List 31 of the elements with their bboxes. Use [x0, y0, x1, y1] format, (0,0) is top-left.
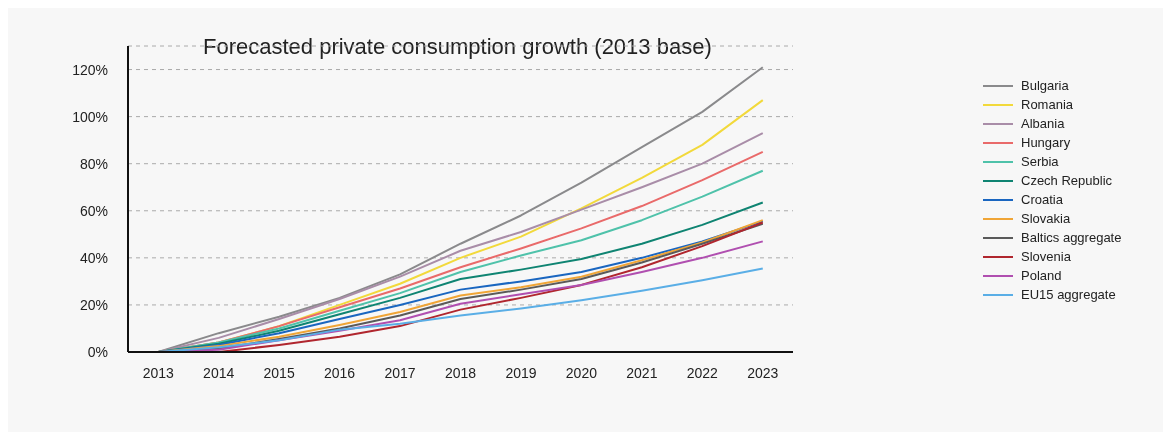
y-tick-label: 100%: [72, 108, 108, 125]
legend-label: EU15 aggregate: [1021, 287, 1116, 302]
legend-label: Czech Republic: [1021, 173, 1113, 188]
y-tick-label: 0%: [87, 343, 108, 360]
legend-label: Slovakia: [1021, 211, 1071, 226]
x-tick-label: 2016: [324, 364, 356, 381]
x-tick-label: 2019: [505, 364, 537, 381]
x-tick-label: 2018: [444, 364, 477, 381]
x-tick-label: 2013: [142, 364, 175, 381]
legend-label: Slovenia: [1021, 249, 1071, 264]
legend-label: Albania: [1021, 116, 1065, 131]
x-tick-label: 2020: [565, 364, 598, 381]
y-tick-label: 60%: [79, 202, 108, 219]
legend-label: Baltics aggregate: [1021, 230, 1122, 245]
chart-title: Forecasted private consumption growth (2013 base): [203, 34, 712, 60]
legend-label: Hungary: [1021, 135, 1071, 150]
x-tick-label: 2014: [203, 364, 235, 381]
legend-label: Croatia: [1021, 192, 1063, 207]
x-tick-label: 2023: [747, 364, 779, 381]
x-tick-label: 2017: [384, 364, 416, 381]
legend-label: Poland: [1021, 268, 1062, 283]
x-tick-label: 2021: [626, 364, 658, 381]
y-tick-label: 40%: [79, 249, 108, 266]
y-tick-label: 120%: [72, 61, 108, 78]
x-tick-label: 2022: [686, 364, 719, 381]
legend-label: Romania: [1021, 97, 1074, 112]
y-tick-label: 20%: [79, 296, 108, 313]
x-tick-label: 2015: [263, 364, 295, 381]
legend-label: Serbia: [1021, 154, 1059, 169]
y-tick-label: 80%: [79, 155, 108, 172]
legend-label: Bulgaria: [1021, 78, 1069, 93]
